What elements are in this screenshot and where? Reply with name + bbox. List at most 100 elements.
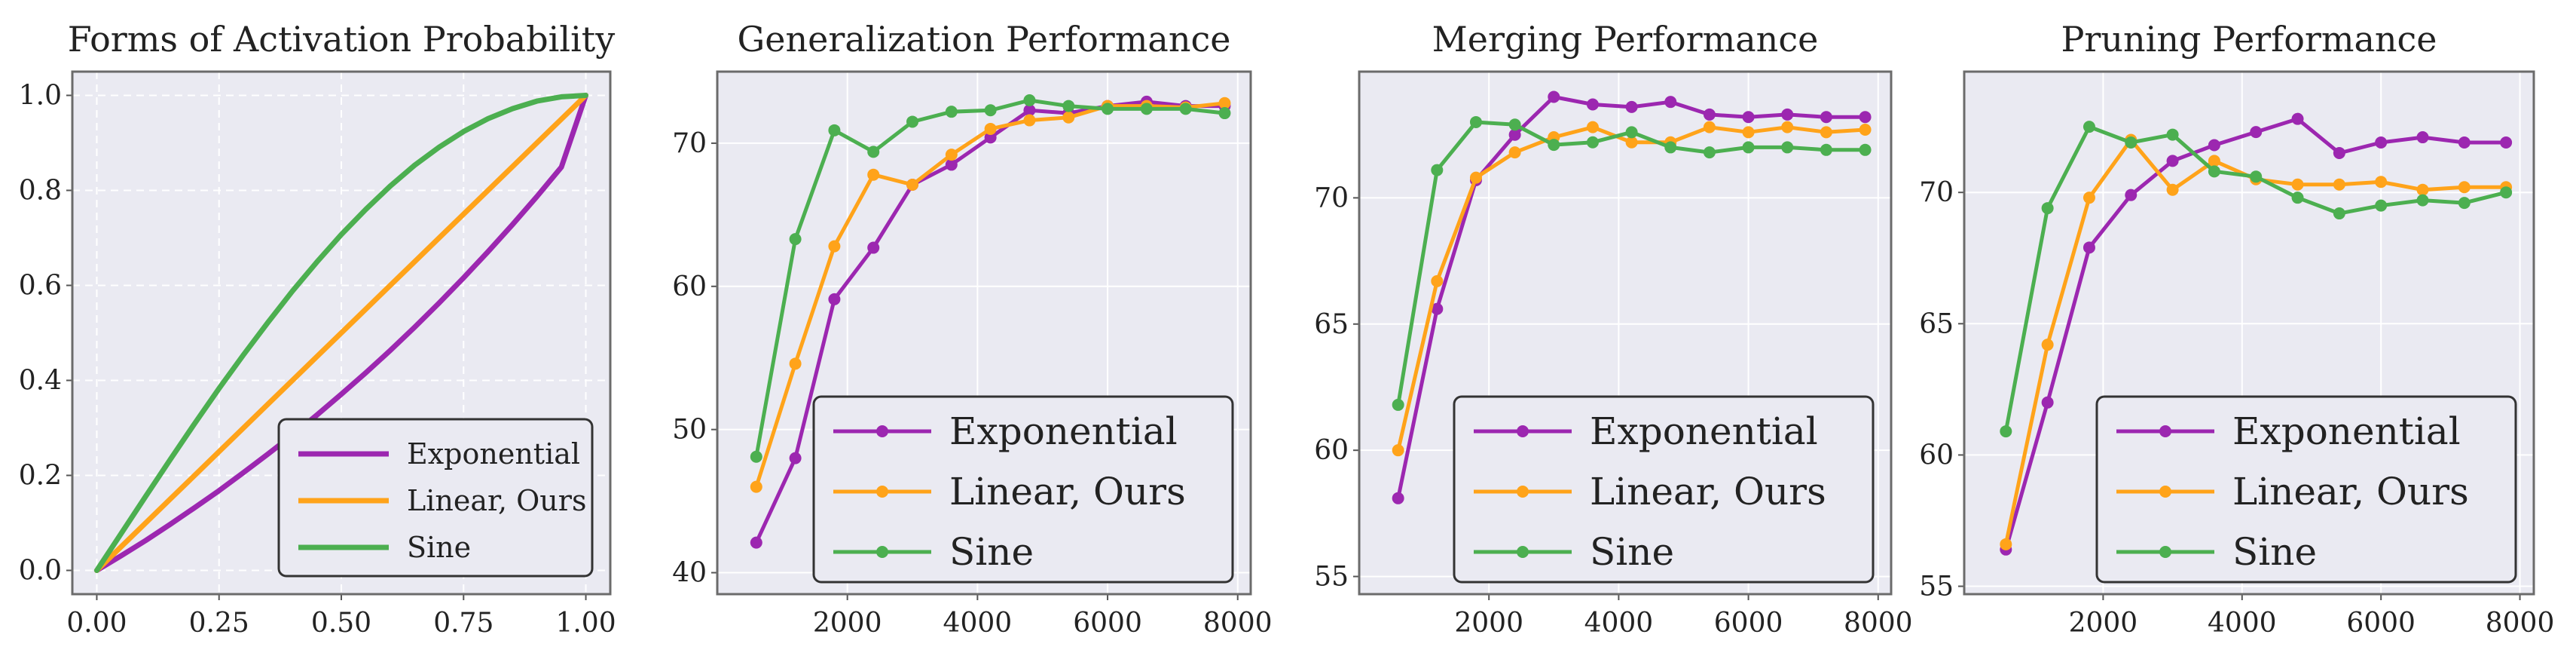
data-point [906,115,919,128]
legend-marker [1517,546,1529,558]
series-line-2 [94,93,588,573]
data-point [1062,100,1075,112]
legend-label-1: Exponential [2232,409,2461,453]
y-tick-label: 65 [1314,309,1349,340]
y-tick-label: 65 [1919,308,1954,339]
data-point [1508,118,1521,131]
data-point [1742,141,1755,154]
chart-title: Pruning Performance [2061,19,2437,60]
data-point [2458,181,2471,194]
data-point [828,240,841,253]
legend-box [1453,395,1875,584]
data-point [1742,111,1755,124]
chart-title: Merging Performance [1432,19,1819,60]
series-line-1 [94,93,588,573]
x-tick-label: 2000 [2069,608,2138,639]
x-tick-label: 6000 [2346,608,2416,639]
data-point [1781,108,1794,121]
data-point [1820,111,1832,124]
legend: Exponential Linear, Ours Sine [277,418,594,578]
data-point [2082,121,2095,133]
legend-marker [876,546,888,558]
y-tick-label: 0.6 [19,271,62,302]
x-tick-label: 4000 [1584,608,1654,639]
data-point [1102,103,1114,115]
legend-marker [876,425,888,437]
data-point [1508,146,1521,159]
y-tick-label: 0.2 [19,461,62,492]
data-point [2250,126,2263,139]
data-point [1392,398,1404,411]
y-tick-label: 0.0 [19,556,62,587]
data-point [1431,302,1444,315]
legend-label-2: Linear, Ours [1590,470,1826,513]
data-point [1703,146,1716,159]
data-point [1548,90,1560,103]
data-point [1431,274,1444,287]
data-point [1859,111,1872,124]
data-point [828,124,841,136]
data-point [1781,121,1794,133]
data-point [1859,124,1872,136]
data-point [1179,103,1192,115]
x-tick-label: 4000 [2208,608,2277,639]
data-point [789,357,802,370]
y-tick-label: 40 [672,558,707,589]
data-point [1218,97,1231,109]
data-point [2333,178,2345,191]
data-point [2041,339,2054,351]
legend-label-1: Exponential [1590,409,1818,453]
data-point [2125,189,2137,201]
data-point [867,241,880,254]
data-point [1508,128,1521,141]
x-tick-label: 4000 [943,608,1013,639]
data-point [2291,192,2304,204]
legend-marker [876,486,888,498]
data-point [2082,241,2095,254]
y-tick-label: 70 [672,128,707,159]
y-tick-label: 50 [672,415,707,446]
plot-frame [71,70,612,596]
data-point [750,536,762,549]
chart-title: Forms of Activation Probability [68,19,616,60]
x-tick-label: 1.00 [555,608,616,639]
data-point [1431,164,1444,176]
data-point [867,168,880,181]
legend-box [2095,395,2517,584]
legend-marker [1517,425,1529,437]
data-point [2208,155,2220,167]
data-point [2208,139,2220,152]
data-point [1469,115,1482,128]
data-point [1062,111,1075,124]
x-tick-label: 2000 [813,608,882,639]
legend: Exponential Linear, Ours Sine [812,395,1234,584]
chart-panel-1: 0.00 0.25 0.50 0.75 1.00 0.0 0.2 0.4 0.6 0.8 1.0Fo… [19,19,616,639]
data-point [2000,538,2012,550]
x-tick-label: 0.25 [189,608,249,639]
x-tick-label: 0.75 [433,608,494,639]
data-point [1625,126,1638,139]
legend-marker [2159,546,2171,558]
data-point [1664,141,1677,154]
y-tick-label: 0.4 [19,366,62,397]
legend-label-1: Exponential [949,409,1178,453]
data-point [789,233,802,246]
data-point [2500,186,2513,199]
data-point [1218,107,1231,120]
data-point [2500,136,2513,149]
y-tick-label: 1.0 [19,81,62,112]
data-point [2208,165,2220,178]
data-point [984,104,997,117]
data-point [2082,192,2095,204]
data-point [2041,396,2054,409]
data-point [2416,194,2429,207]
data-point [1820,143,1832,156]
data-point [2166,128,2179,141]
data-point [1781,141,1794,154]
data-point [2250,170,2263,183]
data-point [2333,146,2345,159]
chart-title: Generalization Performance [738,19,1231,60]
x-tick-label: 2000 [1454,608,1523,639]
data-point [1586,136,1599,149]
